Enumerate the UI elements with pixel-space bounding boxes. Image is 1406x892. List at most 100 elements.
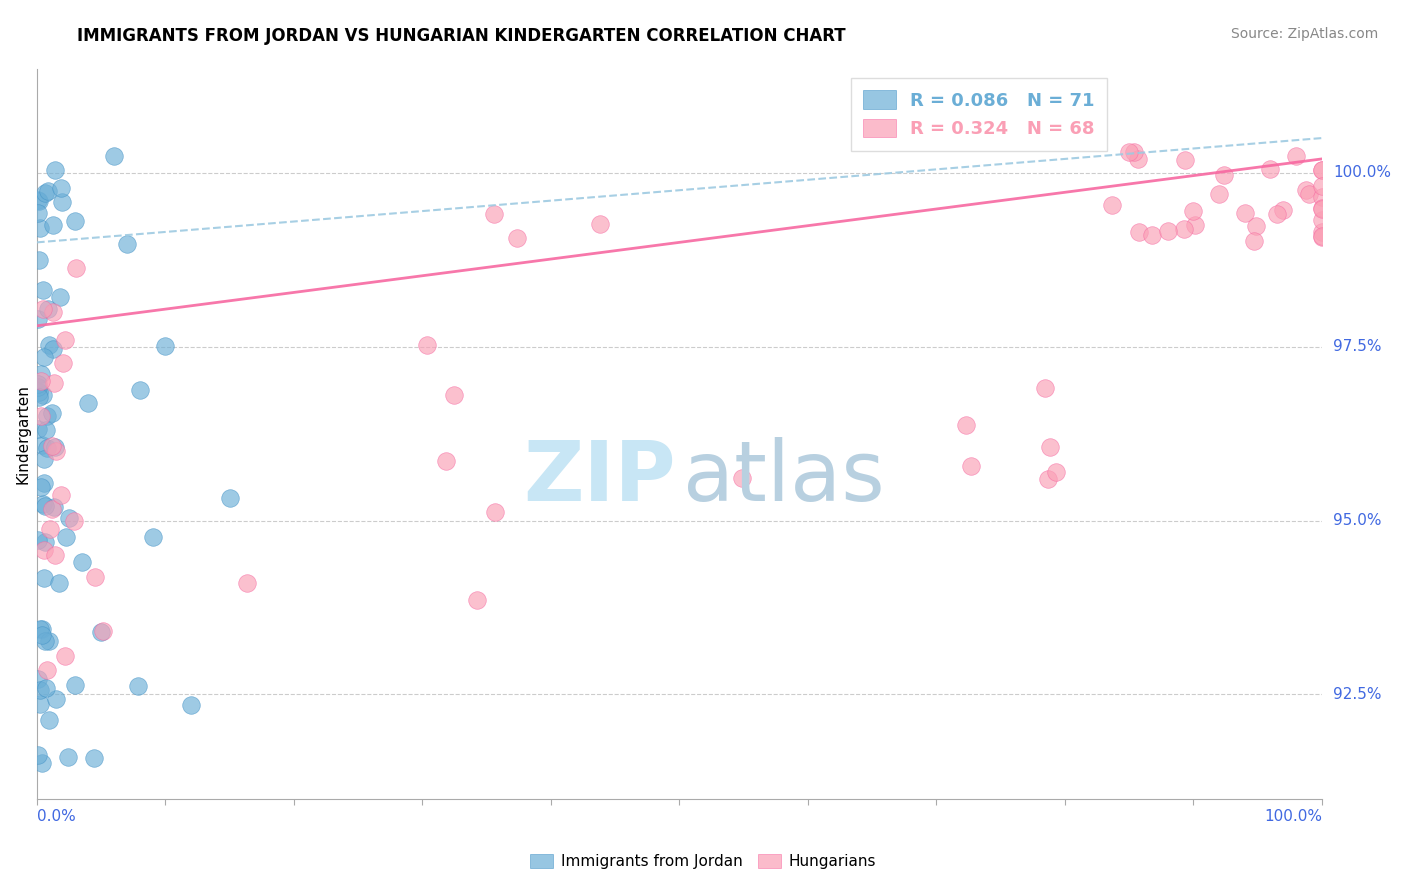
Point — [1212, 168, 1234, 182]
Point — [42, 305, 65, 319]
Point — [41, 501, 63, 516]
Point — [506, 231, 529, 245]
Point — [44, 549, 66, 563]
Point — [443, 387, 465, 401]
Point — [31, 622, 53, 636]
Point — [1173, 222, 1195, 236]
Text: 100.0%: 100.0% — [1264, 809, 1322, 824]
Point — [27, 672, 49, 686]
Point — [434, 454, 457, 468]
Point — [30, 368, 52, 382]
Point — [1140, 227, 1163, 242]
Point — [65, 260, 87, 275]
Text: ZIP: ZIP — [523, 437, 675, 518]
Point — [1310, 229, 1333, 244]
Point — [30, 375, 52, 389]
Point — [1272, 202, 1295, 217]
Point — [48, 290, 70, 304]
Point — [1260, 162, 1282, 177]
Point — [31, 438, 53, 452]
Point — [32, 571, 55, 585]
Point — [34, 499, 56, 513]
Point — [1233, 206, 1256, 220]
Point — [142, 531, 165, 545]
Text: IMMIGRANTS FROM JORDAN VS HUNGARIAN KINDERGARTEN CORRELATION CHART: IMMIGRANTS FROM JORDAN VS HUNGARIAN KIND… — [77, 27, 846, 45]
Point — [44, 440, 66, 454]
Point — [27, 422, 49, 436]
Point — [35, 423, 58, 437]
Point — [1045, 465, 1067, 479]
Point — [35, 409, 58, 423]
Point — [1182, 203, 1205, 218]
Point — [1184, 218, 1206, 232]
Point — [180, 698, 202, 712]
Point — [83, 751, 105, 765]
Point — [1310, 190, 1333, 204]
Point — [1310, 163, 1333, 178]
Point — [1101, 198, 1123, 212]
Point — [32, 283, 55, 297]
Point — [44, 162, 66, 177]
Point — [49, 181, 72, 195]
Text: 100.0%: 100.0% — [1333, 165, 1391, 180]
Point — [41, 439, 63, 453]
Point — [27, 311, 49, 326]
Point — [30, 480, 52, 494]
Point — [56, 749, 79, 764]
Point — [52, 356, 75, 370]
Point — [589, 217, 612, 231]
Point — [484, 504, 506, 518]
Point — [1310, 225, 1333, 239]
Point — [53, 648, 76, 663]
Point — [63, 514, 86, 528]
Point — [53, 333, 76, 347]
Point — [27, 747, 49, 762]
Point — [38, 522, 60, 536]
Point — [90, 625, 112, 640]
Point — [65, 678, 87, 692]
Point — [1036, 472, 1059, 486]
Point — [28, 697, 51, 711]
Point — [34, 534, 56, 549]
Point — [1244, 219, 1267, 233]
Point — [218, 491, 240, 506]
Point — [42, 218, 65, 232]
Point — [32, 543, 55, 558]
Point — [955, 417, 977, 432]
Point — [42, 500, 65, 514]
Point — [30, 409, 52, 424]
Point — [38, 713, 60, 727]
Point — [465, 593, 488, 607]
Point — [70, 555, 93, 569]
Point — [32, 475, 55, 490]
Point — [77, 396, 100, 410]
Y-axis label: Kindergarten: Kindergarten — [15, 384, 30, 483]
Point — [1033, 381, 1056, 395]
Point — [1174, 153, 1197, 167]
Point — [1310, 163, 1333, 178]
Point — [37, 663, 59, 677]
Point — [49, 488, 72, 502]
Point — [1128, 152, 1150, 166]
Legend: R = 0.086   N = 71, R = 0.324   N = 68: R = 0.086 N = 71, R = 0.324 N = 68 — [851, 78, 1108, 151]
Legend: Immigrants from Jordan, Hungarians: Immigrants from Jordan, Hungarians — [524, 848, 882, 875]
Point — [27, 380, 49, 394]
Point — [34, 634, 56, 648]
Text: 92.5%: 92.5% — [1333, 687, 1382, 702]
Point — [38, 633, 60, 648]
Point — [28, 390, 51, 404]
Point — [28, 252, 51, 267]
Point — [103, 149, 125, 163]
Point — [51, 195, 73, 210]
Point — [32, 350, 55, 364]
Point — [41, 342, 63, 356]
Point — [236, 575, 259, 590]
Point — [91, 624, 114, 639]
Text: 97.5%: 97.5% — [1333, 339, 1382, 354]
Point — [31, 497, 53, 511]
Point — [27, 533, 49, 548]
Point — [31, 628, 53, 642]
Point — [28, 384, 51, 399]
Point — [27, 194, 49, 208]
Point — [731, 471, 754, 485]
